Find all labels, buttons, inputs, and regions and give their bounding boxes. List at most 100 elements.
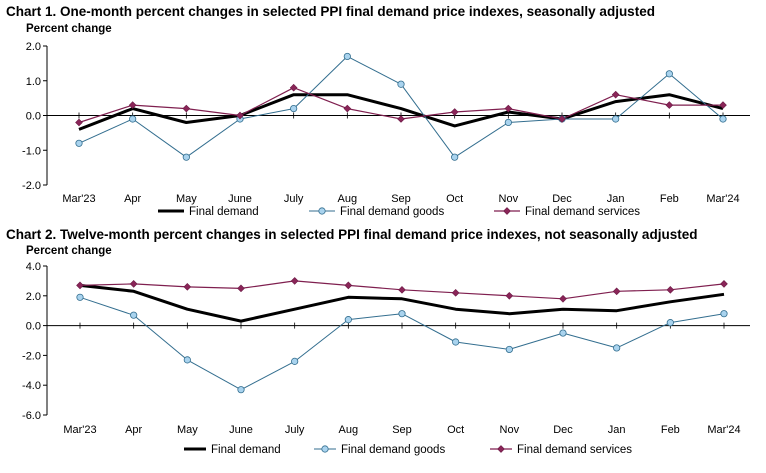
chart-1-xtick-label: May	[176, 193, 197, 205]
chart-2-series-final-demand-services-point	[666, 286, 675, 294]
chart-1-series-final-demand-services-point	[128, 101, 137, 109]
chart-2-ytick-label: 0.0	[26, 321, 41, 333]
chart-1-xtick-label: Mar'24	[706, 193, 739, 205]
chart-2-series-final-demand-goods-point	[291, 357, 299, 365]
chart-2-series-final-demand-goods-point	[613, 344, 621, 352]
chart-1-legend-final-demand-goods-label: Final demand goods	[340, 206, 444, 218]
chart-1-legend-final-demand-services-label: Final demand services	[525, 206, 640, 218]
chart-2-series-final-demand-services-point	[344, 281, 353, 290]
chart-1-xtick-label: Feb	[660, 193, 679, 205]
chart-1-ytick-label: 2.0	[26, 41, 41, 53]
chart-1-xtick-label: Dec	[552, 193, 572, 205]
chart-1-ytick-label: -2.0	[22, 180, 41, 192]
chart-2-series-final-demand-services-point	[398, 286, 406, 294]
chart-1-xtick-label: Mar'23	[62, 193, 95, 205]
chart-2-series-final-demand-services-point	[505, 291, 514, 300]
chart-2-series-final-demand-goods-point	[398, 310, 406, 318]
chart-1-ytick-label: -1.0	[22, 145, 41, 157]
chart-1-series-final-demand-goods-point	[343, 52, 351, 61]
chart-2-xtick-label: May	[177, 424, 198, 436]
chart-2-xtick-label: Dec	[553, 424, 573, 436]
chart-2-series-final-demand-goods-point	[559, 329, 567, 337]
chart-1-series-final-demand-services-point	[450, 108, 459, 116]
chart-1-series-final-demand-services-point	[236, 111, 244, 120]
chart-2-xtick-label: Mar'23	[63, 424, 96, 436]
chart-2-legend-final-demand-goods-marker	[321, 445, 329, 453]
chart-1-xtick-label: Nov	[499, 193, 519, 205]
chart-1-series-final-demand-services-point	[611, 90, 620, 99]
chart-1-series-final-demand-goods-point	[719, 115, 727, 123]
chart-2-ytick-label: 2.0	[26, 291, 41, 303]
chart-1-xtick-label: Sep	[391, 193, 411, 205]
chart-1-series-final-demand-goods-point	[665, 70, 673, 78]
chart-2-xtick-label: June	[229, 424, 253, 436]
chart-1-series-final-demand-services-point	[665, 101, 674, 109]
chart-2-series-final-demand-goods-point	[183, 356, 191, 364]
chart-2-xtick-label: Nov	[500, 424, 520, 436]
chart-1-series-final-demand-goods-point	[451, 153, 459, 161]
chart-2-xtick-label: Aug	[339, 424, 359, 436]
chart-2-xtick-label: Sep	[392, 424, 412, 436]
chart-2-series-final-demand-goods-point	[76, 293, 84, 301]
chart-2-title: Chart 2. Twelve-month percent changes in…	[6, 227, 698, 242]
chart-1-legend-final-demand-services-marker	[503, 207, 511, 215]
chart-1-series-final-demand-goods-point	[397, 80, 405, 88]
chart-1-ylabel: Percent change	[26, 23, 112, 35]
chart-1-xtick-label: Aug	[338, 193, 358, 205]
chart-2-series-final-demand-services-point	[290, 277, 299, 285]
chart-2-ytick-label: -4.0	[22, 380, 41, 392]
chart-1-series-final-demand-services-point	[75, 118, 83, 127]
chart-2-series-final-demand-goods-point	[505, 345, 513, 354]
chart-2-ytick-label: -2.0	[22, 350, 41, 362]
chart-2-series-final-demand-goods-point	[452, 338, 460, 346]
chart-2-series-final-demand-services-point	[183, 283, 192, 291]
chart-2-ylabel: Percent change	[26, 245, 112, 257]
chart-1-series-final-demand-goods-point	[504, 118, 512, 127]
chart-1-series-final-demand-services-point	[182, 104, 191, 113]
chart-1-xtick-label: June	[228, 193, 252, 205]
chart-2-series-final-demand-services-point	[76, 281, 84, 290]
chart-1-xtick-label: Oct	[446, 193, 463, 205]
chart-1-series-final-demand-goods-point	[182, 153, 190, 161]
chart-2-series-final-demand-services-point	[559, 294, 567, 303]
chart-2-xtick-label: Mar'24	[707, 424, 740, 436]
chart-2-series-final-demand-goods-point	[720, 310, 728, 318]
chart-2-series-final-demand-goods-point	[237, 386, 245, 394]
chart-1-ytick-label: 0.0	[26, 111, 41, 123]
chart-2-ytick-label: -6.0	[22, 410, 41, 422]
chart-1-series-final-demand-services-point	[289, 83, 298, 92]
chart-1-series-final-demand-services-point	[343, 104, 352, 113]
chart-2-series-final-demand-goods-point	[130, 311, 138, 319]
chart-1-series-final-demand-services-point	[397, 115, 405, 123]
chart-1-series-final-demand-line	[78, 93, 724, 131]
chart-1-legend-final-demand-label: Final demand	[189, 206, 259, 218]
chart-2-xtick-label: Feb	[661, 424, 680, 436]
chart-2-series-final-demand-services-point	[720, 280, 728, 288]
chart-1-series-final-demand-goods-point	[290, 104, 298, 113]
chart-2-xtick-label: Jan	[608, 424, 626, 436]
chart-2-series-final-demand-services-point	[129, 280, 138, 288]
chart-2-series-final-demand-line	[79, 283, 725, 323]
chart-1-series-final-demand-services-point	[719, 101, 727, 109]
chart-1: 2.0 1.0 0.0 -1.0 -2.0 Mar'23 Apr May June July Aug…	[22, 41, 750, 218]
chart-2-series-final-demand-services-point	[612, 287, 621, 296]
chart-1-series-final-demand-goods-point	[612, 115, 620, 123]
chart-1-ytick-label: 1.0	[26, 76, 41, 88]
chart-1-title: Chart 1. One-month percent changes in se…	[6, 4, 655, 19]
chart-1-series-final-demand-goods-point	[129, 115, 137, 123]
chart-2-legend-final-demand-services-label: Final demand services	[517, 444, 632, 456]
chart-2-series-final-demand-goods-point	[666, 319, 674, 327]
chart-1-legend-final-demand-goods-marker	[318, 207, 326, 215]
chart-2-xtick-label: Apr	[125, 424, 142, 436]
chart-1-xtick-label: Jan	[607, 193, 625, 205]
chart-2-series-final-demand-services-point	[451, 288, 460, 297]
chart-2-legend-final-demand-goods-label: Final demand goods	[341, 444, 445, 456]
chart-1-series-final-demand-goods-point	[75, 139, 83, 147]
chart-2-series-final-demand-services-point	[237, 284, 245, 293]
chart-2-legend-final-demand-services-marker	[497, 445, 505, 453]
chart-2-ytick-label: 4.0	[26, 261, 41, 273]
chart-2-legend-final-demand-label: Final demand	[211, 444, 281, 456]
chart-1-series-final-demand-services-point	[558, 115, 566, 123]
chart-2-xtick-label: Oct	[447, 424, 464, 436]
